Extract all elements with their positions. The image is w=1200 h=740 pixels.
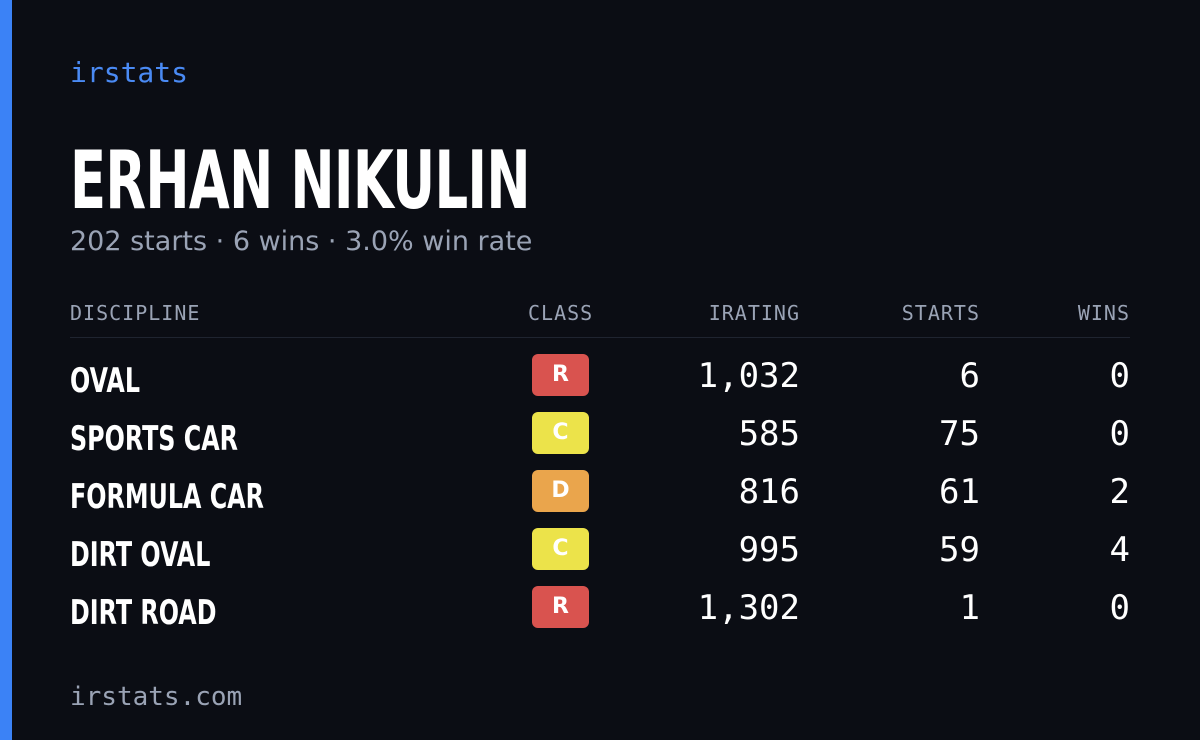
- irating: 995: [738, 530, 800, 570]
- class-badge: C: [532, 412, 589, 454]
- wins: 0: [1109, 356, 1130, 396]
- starts: 1: [959, 588, 980, 628]
- header-wins: WINS: [1077, 301, 1130, 325]
- wins: 0: [1109, 414, 1130, 454]
- class-badge: D: [532, 470, 589, 512]
- irating: 585: [738, 414, 800, 454]
- header-discipline: DISCIPLINE: [70, 301, 201, 325]
- header-class: CLASS: [528, 301, 594, 325]
- footer: irstats.com: [70, 682, 243, 712]
- accent-bar: [0, 0, 12, 740]
- irating: 1,032: [697, 356, 800, 396]
- brand: irstats: [70, 56, 189, 89]
- discipline: FORMULA CAR: [70, 477, 264, 517]
- wins: 0: [1109, 588, 1130, 628]
- irating: 816: [738, 472, 800, 512]
- class-badge: C: [532, 528, 589, 570]
- header-starts: STARTS: [901, 301, 980, 325]
- wins: 4: [1109, 530, 1130, 570]
- starts: 75: [939, 414, 980, 454]
- class-badge: R: [532, 354, 589, 396]
- driver-summary: 202 starts · 6 wins · 3.0% win rate: [70, 226, 533, 257]
- discipline: SPORTS CAR: [70, 419, 238, 459]
- driver-name: ERHAN NIKULIN: [70, 134, 531, 227]
- discipline: DIRT ROAD: [70, 593, 217, 633]
- wins: 2: [1109, 472, 1130, 512]
- discipline: DIRT OVAL: [70, 535, 211, 575]
- irating: 1,302: [697, 588, 800, 628]
- class-badge: R: [532, 586, 589, 628]
- starts: 6: [959, 356, 980, 396]
- discipline: OVAL: [70, 361, 140, 401]
- starts: 61: [939, 472, 980, 512]
- header-rule: [70, 337, 1130, 338]
- header-irating: IRATING: [708, 301, 800, 325]
- starts: 59: [939, 530, 980, 570]
